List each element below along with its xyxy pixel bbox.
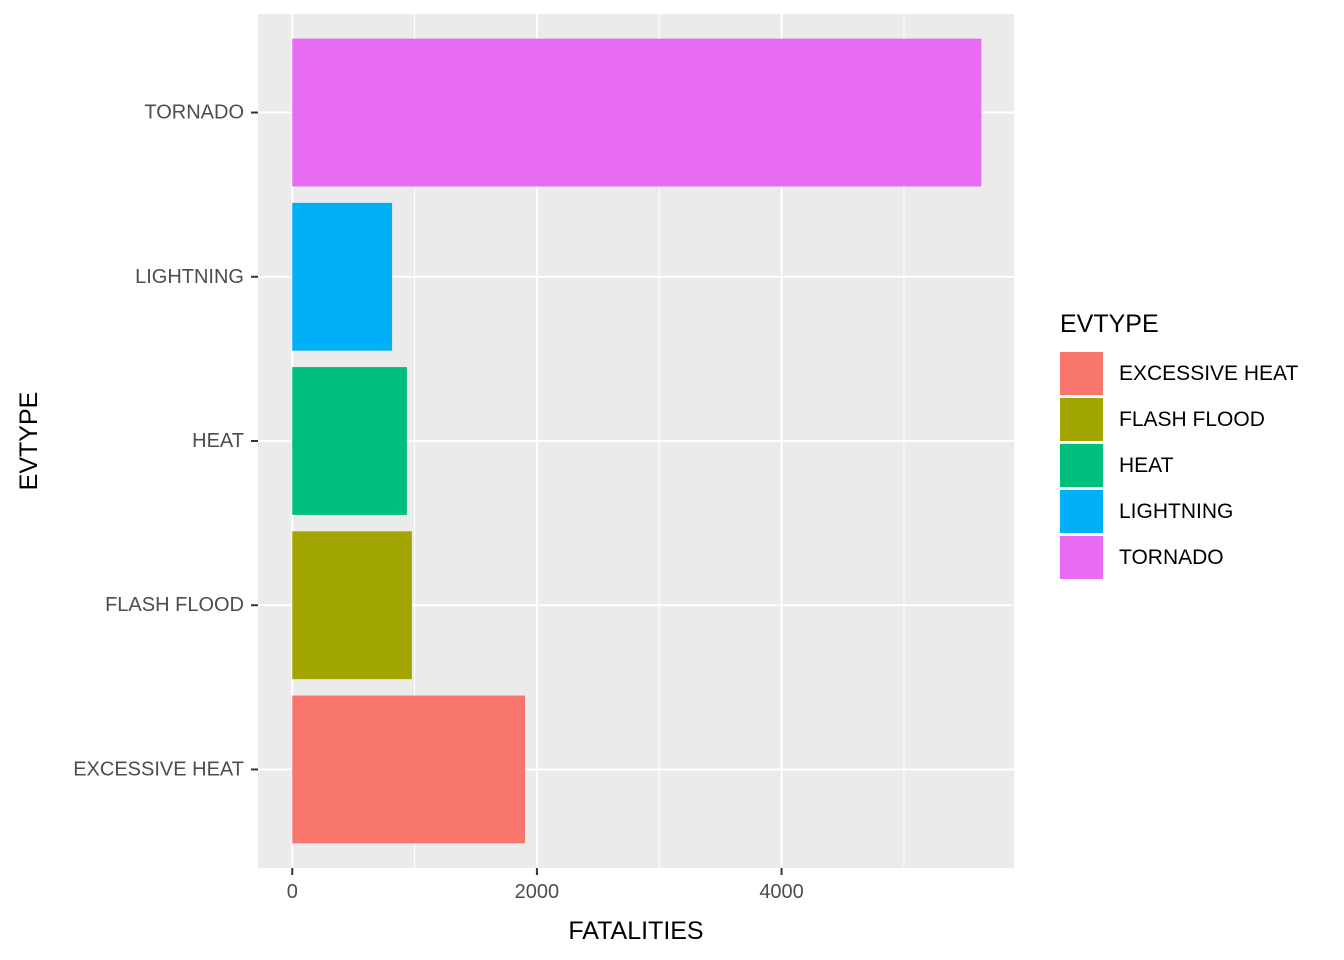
legend-label: EXCESSIVE HEAT — [1119, 362, 1299, 385]
x-tick-label: 2000 — [515, 881, 560, 903]
legend-label: LIGHTNING — [1119, 500, 1233, 523]
x-axis: 0 2000 4000 — [287, 868, 804, 903]
legend-label: HEAT — [1119, 454, 1174, 477]
bar-lightning — [292, 202, 393, 351]
legend-title: EVTYPE — [1060, 310, 1159, 338]
x-tick-label: 0 — [287, 881, 298, 903]
bar-flash-flood — [292, 531, 412, 680]
legend-key-excessive-heat — [1060, 352, 1103, 395]
y-tick-label: TORNADO — [144, 102, 244, 124]
bar-excessive-heat — [292, 695, 526, 844]
legend-label: TORNADO — [1119, 546, 1224, 569]
y-axis: EXCESSIVE HEAT FLASH FLOOD HEAT LIGHTNING TO… — [73, 102, 258, 780]
legend-key-heat — [1060, 444, 1103, 487]
y-tick-label: EXCESSIVE HEAT — [73, 758, 244, 780]
bars — [292, 38, 982, 844]
y-tick-label: HEAT — [192, 430, 244, 452]
x-axis-title: FATALITIES — [568, 917, 703, 945]
legend-key-lightning — [1060, 490, 1103, 533]
legend-key-flash-flood — [1060, 398, 1103, 441]
legend-key-tornado — [1060, 536, 1103, 579]
y-tick-label: LIGHTNING — [135, 266, 244, 288]
y-axis-title: EVTYPE — [15, 392, 43, 491]
y-tick-label: FLASH FLOOD — [105, 594, 244, 616]
bar-tornado — [292, 38, 982, 187]
legend-label: FLASH FLOOD — [1119, 408, 1265, 431]
bar-heat — [292, 367, 407, 515]
x-tick-label: 4000 — [759, 881, 804, 903]
legend: EVTYPE EXCESSIVE HEAT FLASH FLOOD HEAT LIGH… — [1060, 310, 1299, 579]
